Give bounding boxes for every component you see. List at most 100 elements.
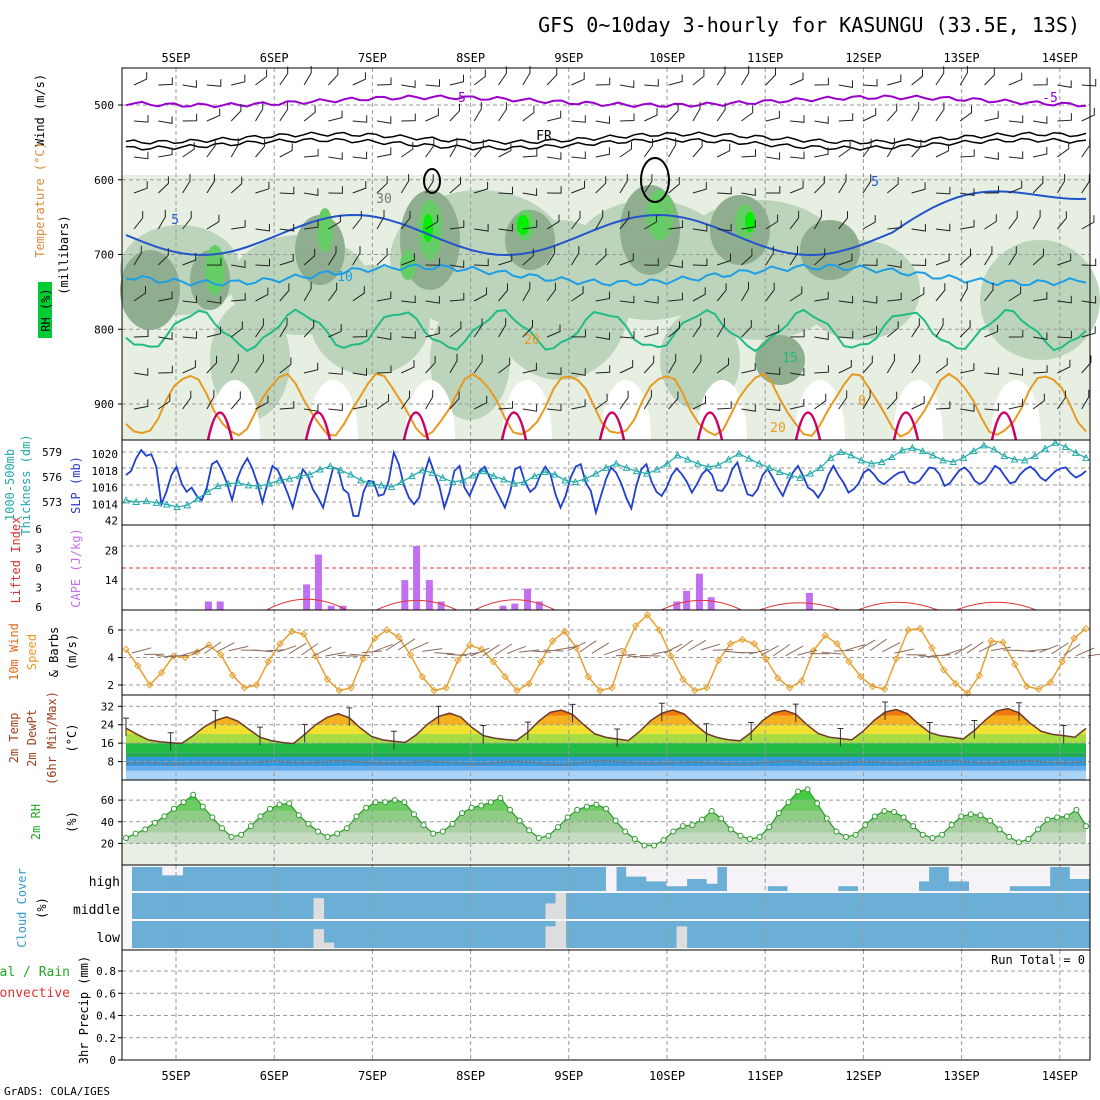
wind-barb (918, 655, 939, 658)
rh-marker (862, 822, 869, 828)
wind-barb (337, 654, 358, 657)
thickness-marker (694, 459, 702, 467)
wind-barb (688, 639, 707, 651)
wind-barb (1033, 116, 1048, 124)
rh-marker (958, 813, 965, 820)
wind-barb (474, 258, 489, 267)
wind-barb (741, 149, 756, 158)
rh-marker (353, 813, 360, 820)
thickness-tick-label: 579 (42, 446, 62, 459)
cape-bar (425, 580, 433, 610)
wind-barb (741, 320, 752, 338)
contour-label: -5 (450, 91, 466, 106)
thickness-marker (1000, 452, 1009, 460)
cloud-clear-cell (1009, 867, 1020, 887)
cloud-clear-cell (162, 867, 173, 876)
wind-barb (156, 655, 177, 658)
cloud-clear-cell (989, 867, 1000, 891)
temp-contour-15 (125, 308, 1087, 353)
wind-barb (303, 105, 316, 122)
rh-units-label: (%) (65, 811, 79, 833)
wind-barb (716, 66, 726, 86)
wind-barb (960, 363, 975, 374)
wind-barb (473, 69, 486, 86)
thickness-marker (132, 497, 141, 505)
wind-barb (741, 363, 756, 374)
temp-contour-30 (304, 411, 332, 441)
rh-marker (516, 817, 523, 824)
wind-barb (984, 68, 995, 86)
wind-speed-marker (703, 684, 711, 692)
chart-title: GFS 0~10day 3-hourly for KASUNGU (33.5E,… (538, 13, 1080, 37)
wind-barb (206, 138, 216, 158)
wind-speed-marker (217, 651, 225, 659)
wind-barb (180, 649, 200, 657)
temp-minmax-bar (792, 703, 799, 723)
rh-marker (1025, 836, 1032, 843)
wind-barb (546, 110, 562, 122)
wind-barb (789, 210, 800, 230)
cloud-clear-cell (968, 867, 980, 891)
wind-barb (960, 188, 975, 196)
wind-barb (328, 214, 341, 230)
wind-speed-marker (134, 662, 142, 670)
wind-barb (425, 326, 440, 338)
wind-barb (349, 653, 370, 657)
cloud-clear-cell (847, 867, 859, 887)
wind-barb (960, 219, 975, 230)
wind-barb (230, 391, 241, 410)
cape-bar (511, 603, 519, 610)
wind-barb (838, 253, 853, 266)
wind-barb (712, 649, 733, 651)
wind-speed-marker (430, 686, 438, 695)
wind-barb (741, 188, 756, 196)
wind-barb (133, 399, 149, 410)
wind-speed-marker (797, 677, 806, 685)
wind-barb (760, 645, 779, 656)
wind-barb (886, 177, 899, 194)
wind-barb (814, 332, 829, 340)
slp-tick-label: 1014 (92, 498, 119, 511)
wind-barb (449, 220, 465, 230)
wind-barb (790, 151, 805, 160)
wind-barb (1057, 330, 1072, 339)
bottom-date-label: 7SEP (358, 1069, 387, 1083)
rh-marker (939, 831, 945, 838)
thickness-marker (847, 451, 855, 459)
cape-bar (327, 605, 335, 610)
wind-speed-marker (347, 684, 355, 692)
rh-marker (631, 836, 638, 843)
cloud-clear-cell (555, 893, 567, 919)
wind-barb (498, 102, 507, 122)
thickness-marker (775, 467, 784, 475)
wind-barb (619, 113, 635, 122)
wind-barb (862, 108, 877, 122)
wind-barb (595, 209, 604, 230)
rh-marker (718, 815, 725, 822)
wind-barb (960, 149, 975, 158)
thickness-marker (203, 487, 212, 495)
thickness-marker (305, 470, 314, 478)
wind-barb (765, 246, 774, 266)
lifted-index-line (474, 599, 556, 611)
rh-marker (507, 806, 513, 813)
wind-barb (668, 220, 683, 230)
rh-marker (929, 834, 936, 841)
wind-barb (506, 645, 526, 655)
wind-barb (814, 291, 829, 302)
boundary-layer-dry-area (1089, 389, 1100, 440)
cape-bar (683, 590, 691, 610)
wind-barb (984, 367, 999, 375)
wind-barb (814, 176, 825, 194)
temp-color-band (126, 752, 1086, 757)
lifted-index-tick-label: 6 (35, 523, 42, 536)
wind-barb (498, 223, 513, 232)
thickness-marker (745, 454, 753, 462)
slp-tick-label: 1018 (92, 465, 119, 478)
contour-label: FR (536, 129, 552, 144)
rh-marker (161, 813, 168, 820)
wind-barb (991, 646, 1011, 652)
cloud-clear-cell (605, 867, 617, 891)
wind-barb (676, 639, 694, 652)
thickness-marker (510, 479, 518, 487)
